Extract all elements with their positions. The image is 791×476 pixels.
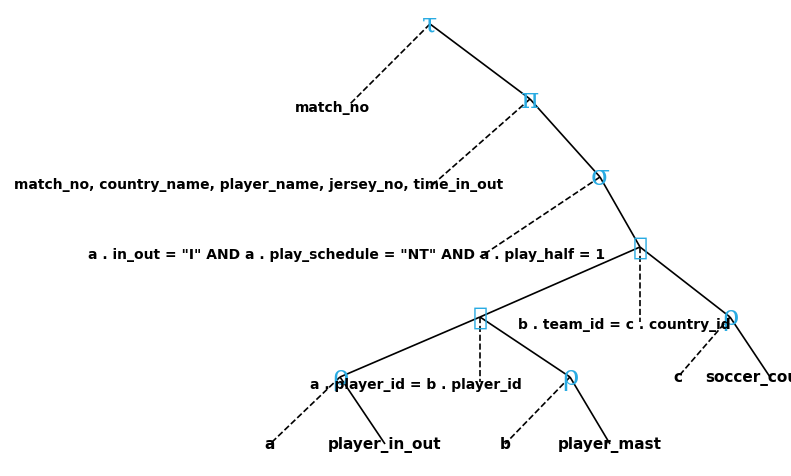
Text: ρ: ρ xyxy=(562,364,578,391)
Text: player_in_out: player_in_out xyxy=(328,436,442,452)
Text: π: π xyxy=(521,86,539,113)
Text: ρ: ρ xyxy=(722,304,738,331)
Text: c: c xyxy=(673,370,683,385)
Text: b: b xyxy=(500,436,510,452)
Text: ρ: ρ xyxy=(332,364,348,391)
Text: a . player_id = b . player_id: a . player_id = b . player_id xyxy=(310,377,522,391)
Text: player_mast: player_mast xyxy=(558,436,662,452)
Text: ⋈: ⋈ xyxy=(472,306,487,329)
Text: ⋈: ⋈ xyxy=(633,236,648,259)
Text: τ: τ xyxy=(422,11,437,39)
Text: a . in_out = "I" AND a . play_schedule = "NT" AND a . play_half = 1: a . in_out = "I" AND a . play_schedule =… xyxy=(88,248,605,261)
Text: match_no, country_name, player_name, jersey_no, time_in_out: match_no, country_name, player_name, jer… xyxy=(14,178,503,192)
Text: a: a xyxy=(265,436,275,452)
Text: σ: σ xyxy=(591,164,610,191)
Text: match_no: match_no xyxy=(295,101,370,115)
Text: soccer_country: soccer_country xyxy=(706,369,791,385)
Text: b . team_id = c . country_id: b . team_id = c . country_id xyxy=(518,317,731,331)
